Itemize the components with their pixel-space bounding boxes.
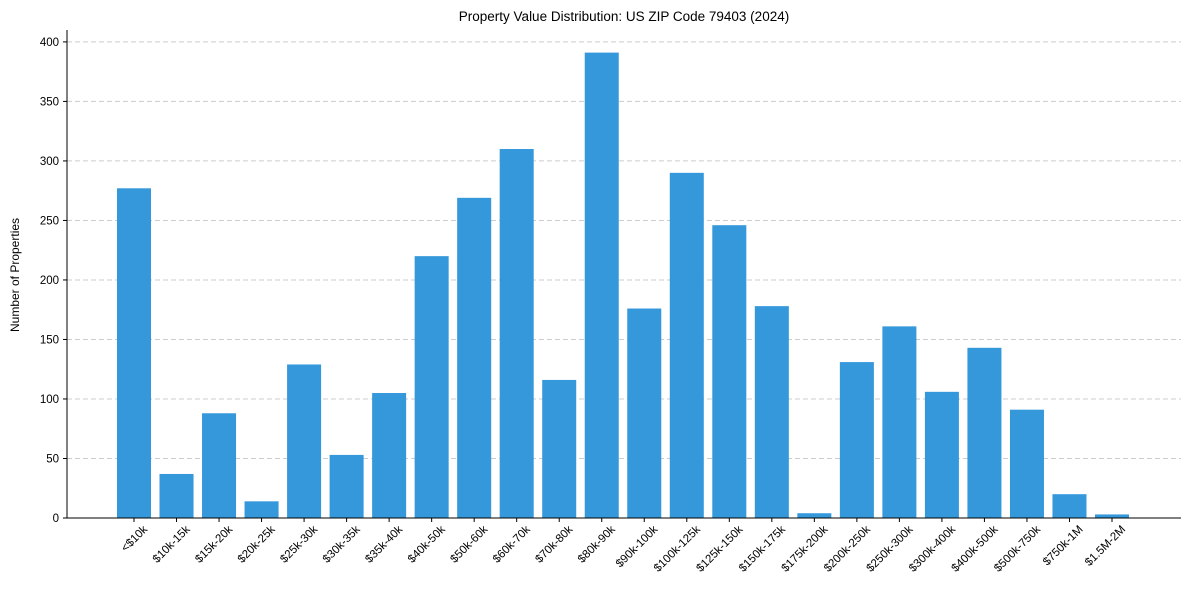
x-tick-label: $20k-25k: [236, 523, 278, 565]
x-tick-label: $60k-70k: [491, 523, 533, 565]
bar: [967, 347, 1002, 518]
y-axis-label: Number of Properties: [8, 218, 22, 332]
bar: [457, 197, 492, 518]
y-tick-label: 50: [46, 453, 59, 465]
x-tick-label: $1.5M-2M: [1083, 524, 1128, 569]
y-tick-label: 0: [53, 513, 59, 525]
bars: [116, 52, 1130, 519]
x-tick-label: $750k-1M: [1041, 524, 1086, 569]
x-ticks: <$10k $10k-15k $15k-20k $20k-25k $25k-30k $30…: [119, 518, 1128, 575]
bar: [287, 364, 322, 518]
x-tick-label: <$10k: [119, 523, 150, 554]
bar: [584, 52, 619, 519]
bar: [1009, 409, 1044, 518]
y-tick-label: 100: [40, 394, 59, 406]
bar: [669, 172, 704, 518]
bar: [797, 513, 832, 518]
bar: [159, 473, 194, 518]
y-tick-label: 200: [40, 275, 59, 287]
x-tick-label: $40k-50k: [406, 523, 448, 565]
chart-title: Property Value Distribution: US ZIP Code…: [459, 9, 789, 24]
x-tick-label: $15k-20k: [193, 523, 235, 565]
bar: [329, 454, 364, 518]
bar: [627, 308, 662, 518]
x-tick-label: $70k-80k: [533, 523, 575, 565]
x-tick-label: $25k-30k: [278, 523, 320, 565]
y-tick-label: 250: [40, 215, 59, 227]
bar: [1094, 514, 1130, 518]
y-tick-label: 300: [40, 156, 59, 168]
bar: [414, 256, 449, 518]
grid-lines: [67, 41, 1181, 459]
y-tick-label: 400: [40, 37, 59, 49]
bar: [372, 393, 407, 518]
x-tick-label: $35k-40k: [363, 523, 405, 565]
bar: [202, 413, 237, 518]
y-tick-label: 150: [40, 334, 59, 346]
x-tick-label: $10k-15k: [151, 523, 193, 565]
x-tick-label: $50k-60k: [448, 523, 490, 565]
x-tick-label: $500k-750k: [992, 523, 1043, 574]
bar: [116, 188, 152, 519]
bar: [754, 306, 789, 518]
bar: [839, 362, 874, 518]
bar: [924, 391, 959, 518]
y-tick-label: 350: [40, 96, 59, 108]
bar: [882, 326, 917, 518]
bar: [499, 149, 534, 518]
x-tick-label: $80k-90k: [576, 523, 618, 565]
bar: [712, 225, 747, 518]
bar: [1052, 494, 1087, 518]
x-tick-label: $30k-35k: [321, 523, 363, 565]
y-ticks: 0 50 100 150 200 250 300 350 400: [40, 37, 67, 525]
bar: [542, 379, 577, 518]
bar: [244, 501, 279, 518]
